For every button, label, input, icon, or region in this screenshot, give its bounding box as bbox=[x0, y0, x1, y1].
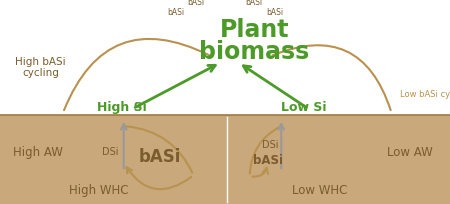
Text: bASi: bASi bbox=[187, 0, 204, 7]
Text: DSi: DSi bbox=[262, 139, 278, 149]
Text: bASi: bASi bbox=[266, 8, 283, 17]
Text: Low WHC: Low WHC bbox=[292, 183, 347, 196]
Text: High bASi
cycling: High bASi cycling bbox=[15, 57, 66, 78]
Text: bASi: bASi bbox=[246, 0, 263, 7]
Text: Low bASi cycling: Low bASi cycling bbox=[400, 89, 450, 98]
Text: bASi: bASi bbox=[167, 8, 184, 17]
Text: bASi: bASi bbox=[253, 154, 283, 167]
Text: Low Si: Low Si bbox=[281, 101, 327, 114]
Text: DSi: DSi bbox=[102, 146, 118, 156]
Text: Low AW: Low AW bbox=[387, 145, 432, 159]
Text: High Si: High Si bbox=[97, 101, 146, 114]
Bar bbox=[0, 0, 450, 115]
Bar bbox=[0, 115, 450, 204]
Text: High AW: High AW bbox=[14, 145, 63, 159]
Text: Plant
biomass: Plant biomass bbox=[199, 18, 310, 64]
Text: bASi: bASi bbox=[139, 147, 181, 165]
Text: High WHC: High WHC bbox=[69, 183, 129, 196]
